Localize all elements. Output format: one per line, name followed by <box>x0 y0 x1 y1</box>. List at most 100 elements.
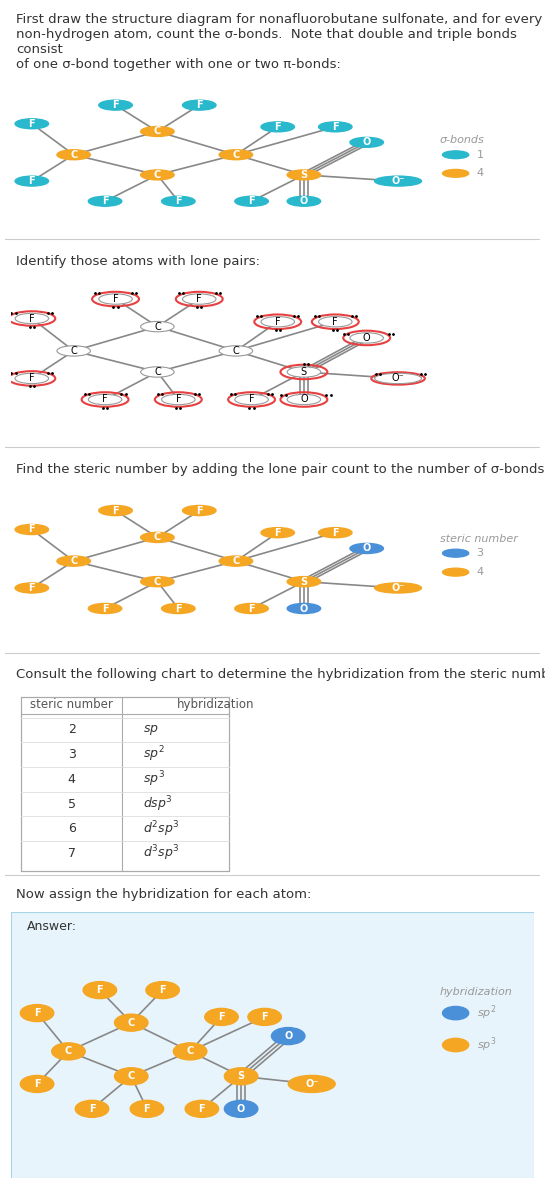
Circle shape <box>443 549 469 558</box>
Circle shape <box>318 528 352 538</box>
Text: C: C <box>186 1047 193 1056</box>
Text: 4: 4 <box>68 773 76 786</box>
Ellipse shape <box>374 583 421 593</box>
Text: $sp^2$: $sp^2$ <box>476 1004 496 1022</box>
Text: F: F <box>96 985 103 995</box>
Circle shape <box>15 176 49 186</box>
Text: C: C <box>232 149 239 160</box>
Text: F: F <box>275 122 281 131</box>
Text: F: F <box>198 1103 205 1114</box>
Text: F: F <box>144 1103 150 1114</box>
Circle shape <box>57 346 90 356</box>
Text: F: F <box>218 1012 225 1022</box>
Circle shape <box>225 1100 258 1118</box>
Text: F: F <box>332 317 338 327</box>
Text: $dsp^3$: $dsp^3$ <box>143 794 173 813</box>
Text: O⁻: O⁻ <box>391 583 405 593</box>
Circle shape <box>318 316 352 327</box>
Text: F: F <box>159 985 166 995</box>
Text: C: C <box>233 346 239 356</box>
Circle shape <box>219 150 253 160</box>
Text: F: F <box>28 176 35 186</box>
Text: F: F <box>275 317 281 327</box>
Circle shape <box>235 394 268 405</box>
Circle shape <box>130 1100 164 1118</box>
Circle shape <box>141 127 174 136</box>
Circle shape <box>271 1028 305 1044</box>
Circle shape <box>219 556 253 566</box>
Circle shape <box>248 1009 281 1025</box>
Text: 2: 2 <box>68 723 76 736</box>
Text: Identify those atoms with lone pairs:: Identify those atoms with lone pairs: <box>16 256 260 269</box>
Text: F: F <box>249 604 255 613</box>
Text: F: F <box>102 394 108 405</box>
Text: F: F <box>262 1012 268 1022</box>
Text: F: F <box>28 525 35 534</box>
Text: steric number: steric number <box>31 699 113 712</box>
Circle shape <box>287 197 320 206</box>
Circle shape <box>141 367 174 378</box>
Text: 4: 4 <box>476 168 483 179</box>
Text: Consult the following chart to determine the hybridization from the steric numbe: Consult the following chart to determine… <box>16 668 545 681</box>
Text: 5: 5 <box>68 798 76 811</box>
Text: C: C <box>65 1047 72 1056</box>
Circle shape <box>15 314 49 323</box>
Text: F: F <box>332 528 338 538</box>
Circle shape <box>183 294 216 304</box>
Circle shape <box>219 346 253 356</box>
Text: F: F <box>28 583 35 593</box>
Text: Now assign the hybridization for each atom:: Now assign the hybridization for each at… <box>16 888 312 901</box>
Circle shape <box>57 150 90 160</box>
Text: S: S <box>238 1072 245 1081</box>
Text: O: O <box>300 197 308 206</box>
Text: C: C <box>154 533 161 542</box>
Ellipse shape <box>288 1075 335 1093</box>
Circle shape <box>205 1009 238 1025</box>
Text: C: C <box>154 169 161 180</box>
Circle shape <box>83 982 117 998</box>
Circle shape <box>443 1038 469 1051</box>
Circle shape <box>15 525 49 534</box>
Text: $sp$: $sp$ <box>143 723 159 736</box>
Text: F: F <box>102 604 108 613</box>
Circle shape <box>261 122 294 131</box>
Text: F: F <box>34 1008 40 1018</box>
Text: F: F <box>175 604 181 613</box>
Circle shape <box>146 982 179 998</box>
Text: steric number: steric number <box>440 534 518 543</box>
Text: C: C <box>70 556 77 566</box>
Text: O: O <box>284 1031 292 1041</box>
Text: F: F <box>29 373 35 384</box>
Text: F: F <box>89 1103 95 1114</box>
Text: σ-bonds: σ-bonds <box>440 135 485 146</box>
Circle shape <box>287 170 320 180</box>
Text: F: F <box>175 197 181 206</box>
Circle shape <box>20 1004 54 1022</box>
Circle shape <box>88 197 122 206</box>
Text: F: F <box>249 197 255 206</box>
Text: S: S <box>300 169 307 180</box>
Text: S: S <box>301 367 307 377</box>
Text: First draw the structure diagram for nonafluorobutane sulfonate, and for every
n: First draw the structure diagram for non… <box>16 13 542 71</box>
Text: F: F <box>275 528 281 538</box>
Text: $d^3sp^3$: $d^3sp^3$ <box>143 844 180 863</box>
Circle shape <box>141 321 174 332</box>
Circle shape <box>57 556 90 566</box>
Text: 3: 3 <box>476 548 483 558</box>
Text: 3: 3 <box>68 748 76 761</box>
Circle shape <box>99 294 132 304</box>
Circle shape <box>88 394 122 405</box>
Text: C: C <box>232 556 239 566</box>
Text: O: O <box>300 394 308 405</box>
Circle shape <box>183 101 216 110</box>
Circle shape <box>161 604 195 613</box>
Circle shape <box>287 577 320 587</box>
Text: O: O <box>300 604 308 613</box>
Text: C: C <box>128 1018 135 1028</box>
Circle shape <box>141 533 174 542</box>
Circle shape <box>225 1068 258 1085</box>
Text: F: F <box>332 122 338 131</box>
Text: F: F <box>196 101 203 110</box>
Circle shape <box>183 506 216 515</box>
Text: F: F <box>102 197 108 206</box>
